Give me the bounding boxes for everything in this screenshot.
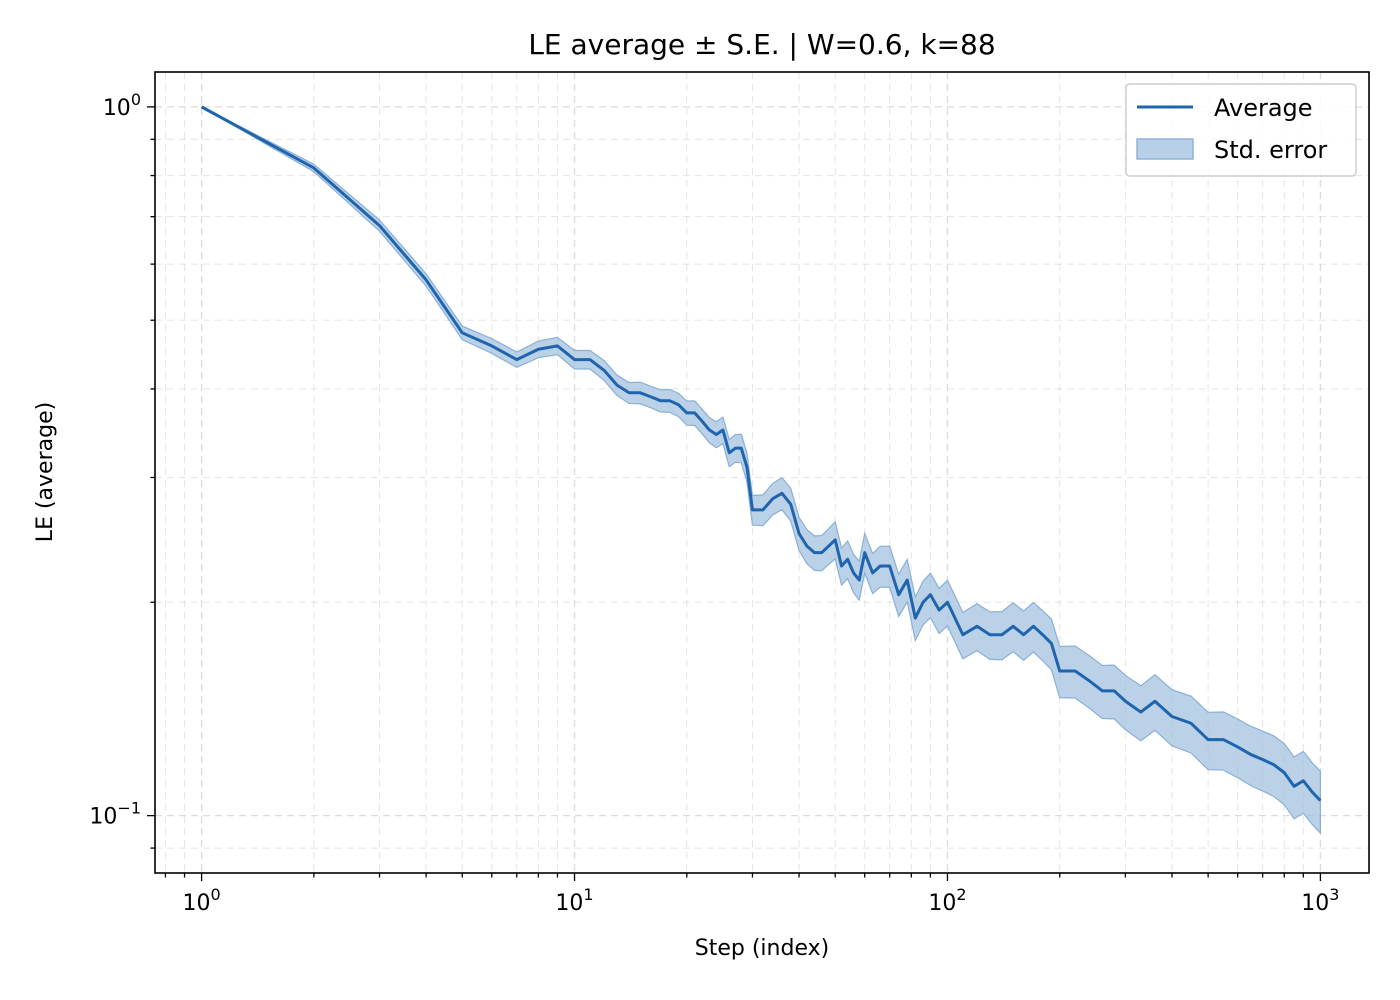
x-tick-label: 100 [183,885,221,916]
y-axis-title: LE (average) [33,402,58,542]
legend-std-error-swatch [1136,138,1194,160]
y-tick-label: 10−1 [89,799,141,830]
std-error-band [201,106,1321,835]
legend-std-error-label: Std. error [1214,136,1327,164]
legend: Average Std. error [1125,83,1357,177]
x-tick-label: 103 [1301,885,1339,916]
plot-frame [154,71,1370,874]
average-line [200,105,1322,802]
average-line-layer [200,105,1322,802]
y-axis-ticks: 10−1 100 [89,90,155,849]
x-axis-title: Step (index) [695,936,829,961]
y-tick-label: 100 [103,90,141,121]
grid [155,72,1369,873]
x-tick-label: 102 [928,885,966,916]
std-error-band-layer [201,106,1321,835]
x-axis-ticks: 100 101 102 103 [164,873,1339,916]
x-tick-label: 101 [555,885,593,916]
chart-title: LE average ± S.E. | W=0.6, k=88 [528,28,995,61]
legend-average-label: Average [1214,94,1313,122]
